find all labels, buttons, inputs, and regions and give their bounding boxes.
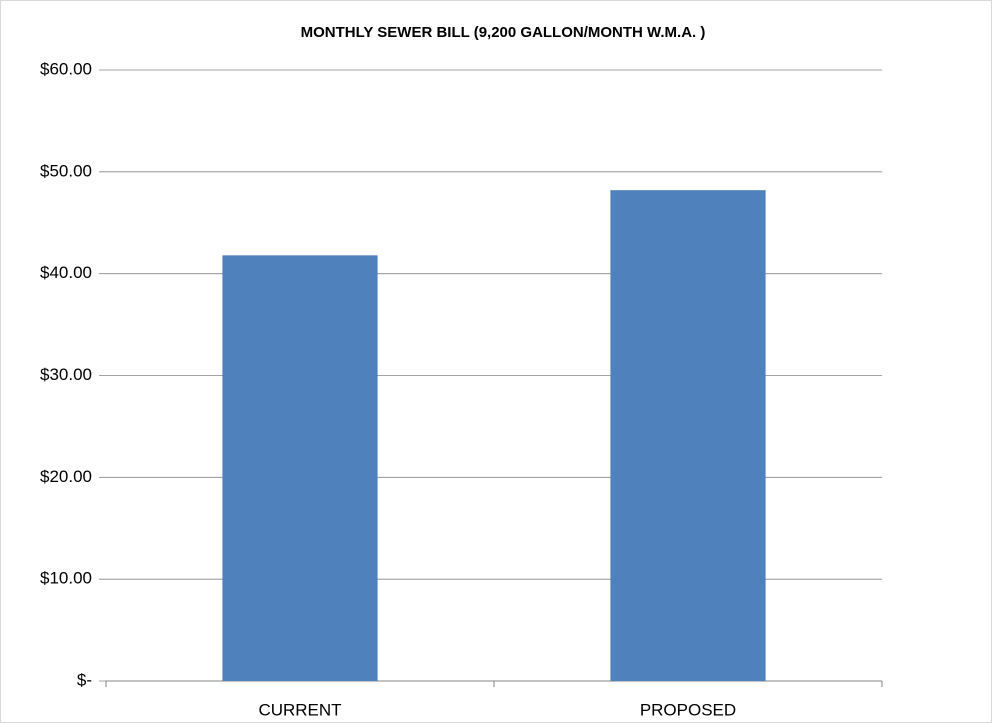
y-tick-label: $10.00 (40, 569, 92, 588)
y-tick-label: $30.00 (40, 365, 92, 384)
y-tick-label: $40.00 (40, 263, 92, 282)
bar (222, 255, 378, 681)
y-tick-label: $20.00 (40, 467, 92, 486)
y-tick-label: $- (77, 670, 92, 689)
x-tick-label: PROPOSED (640, 700, 736, 719)
y-tick-label: $50.00 (40, 161, 92, 180)
x-tick-label: CURRENT (258, 700, 341, 719)
chart-title: MONTHLY SEWER BILL (9,200 GALLON/MONTH W… (301, 24, 706, 41)
y-tick-label: $60.00 (40, 59, 92, 78)
bar (610, 190, 766, 681)
